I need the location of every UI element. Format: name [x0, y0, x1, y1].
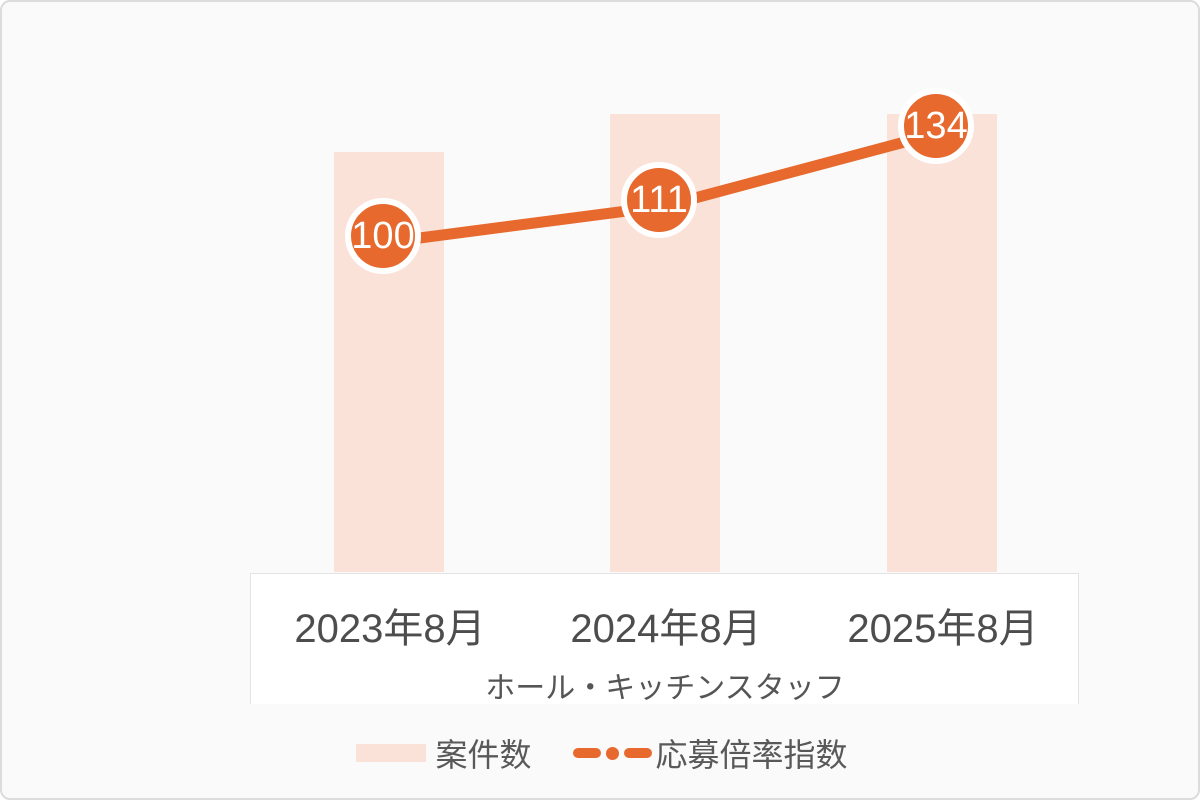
legend-bar-label: 案件数	[435, 730, 531, 776]
legend-bar-swatch	[356, 744, 426, 762]
line-marker-2: 134	[898, 88, 974, 164]
legend-line-label: 応募倍率指数	[656, 730, 848, 776]
x-tick-2023: 2023年8月	[294, 596, 485, 654]
legend-dot-icon	[606, 747, 619, 760]
x-tick-2024: 2024年8月	[570, 596, 761, 654]
line-marker-1: 111	[621, 162, 697, 238]
legend: 案件数 応募倍率指数	[2, 733, 1200, 773]
legend-dash-icon	[624, 748, 652, 758]
bar-2025年8月	[887, 114, 997, 572]
x-tick-2025: 2025年8月	[847, 596, 1038, 654]
chart-card: 100 111 134 2023年8月 2024年8月 2025年8月 ホール・キッ…	[0, 0, 1200, 800]
x-axis-group-label: ホール・キッチンスタッフ	[485, 663, 844, 707]
legend-dash-icon	[573, 748, 601, 758]
x-axis-box: 2023年8月 2024年8月 2025年8月 ホール・キッチンスタッフ	[250, 573, 1079, 704]
line-marker-0: 100	[345, 198, 421, 274]
legend-line-swatch	[573, 747, 652, 760]
